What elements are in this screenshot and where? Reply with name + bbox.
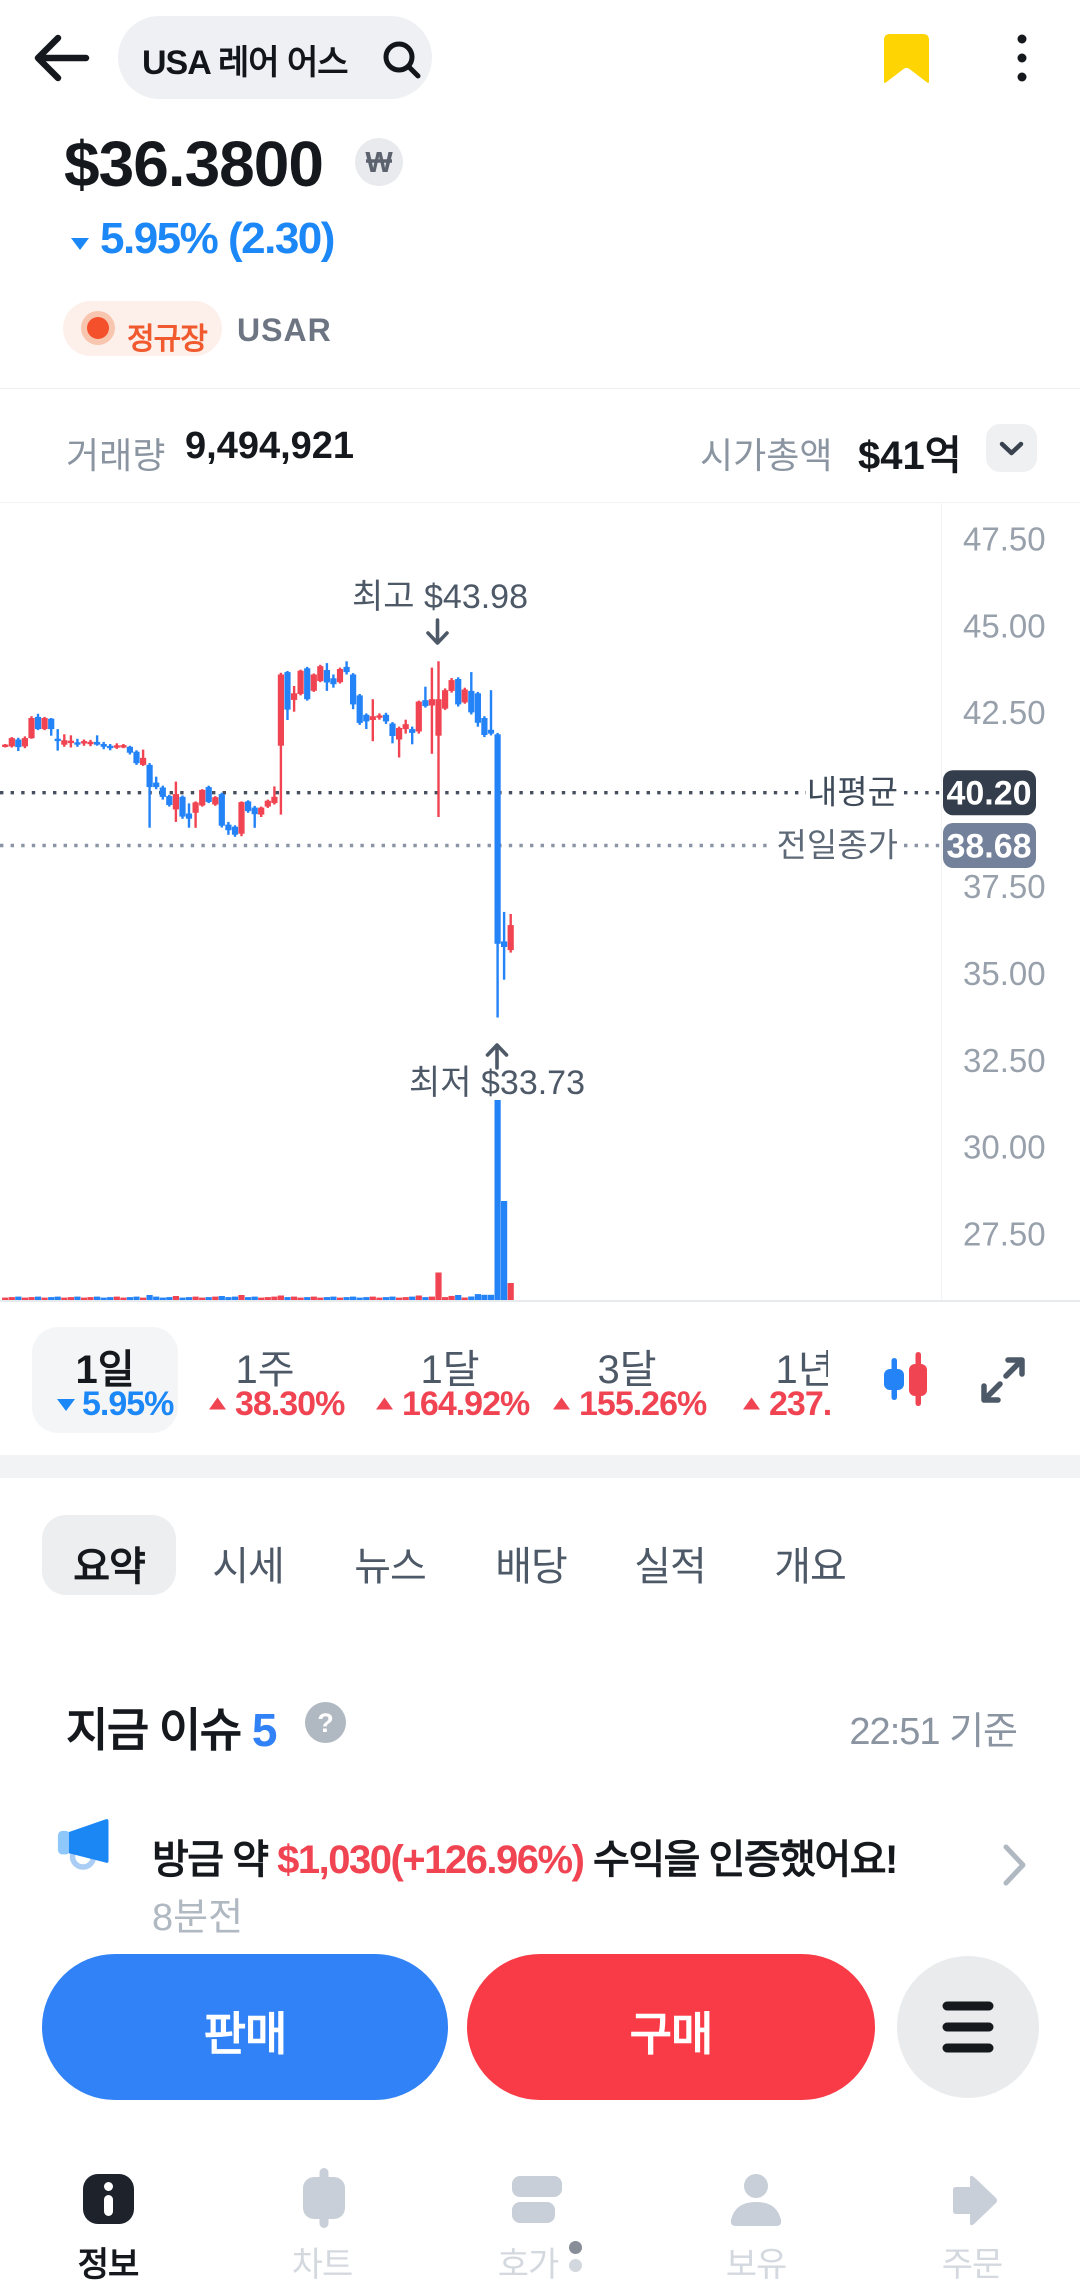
svg-text:47.50: 47.50 [963,521,1046,558]
svg-text:40.20: 40.20 [946,775,1031,813]
svg-text:42.50: 42.50 [963,694,1046,731]
svg-text:27.50: 27.50 [963,1216,1046,1253]
svg-text:내평균: 내평균 [807,774,898,811]
svg-text:35.00: 35.00 [963,955,1046,992]
svg-text:W: W [365,147,393,179]
svg-text:45.00: 45.00 [963,607,1046,644]
svg-text:38.68: 38.68 [946,828,1031,866]
svg-text:최저 $33.73: 최저 $33.73 [409,1064,585,1102]
svg-text:32.50: 32.50 [963,1042,1046,1079]
svg-text:37.50: 37.50 [963,868,1046,905]
svg-text:전일종가: 전일종가 [777,827,898,864]
svg-text:최고 $43.98: 최고 $43.98 [352,578,528,616]
svg-text:30.00: 30.00 [963,1129,1046,1166]
